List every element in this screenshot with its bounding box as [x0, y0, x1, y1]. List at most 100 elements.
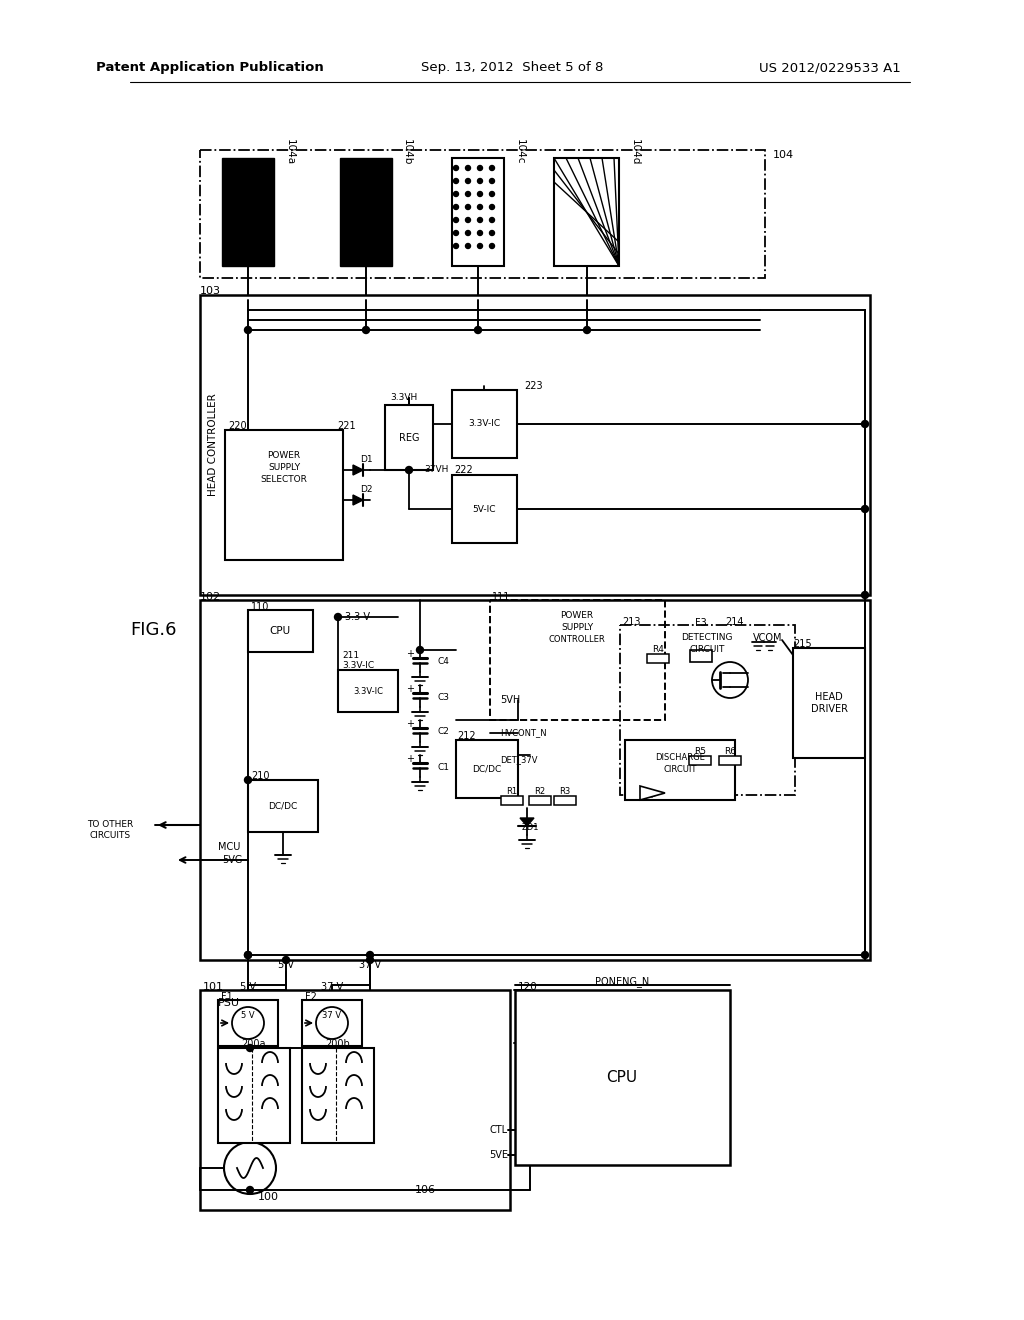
Circle shape	[477, 205, 482, 210]
Bar	[222, 158, 274, 267]
Text: Patent Application Publication: Patent Application Publication	[96, 62, 324, 74]
Bar	[625, 741, 735, 800]
Text: CONTROLLER: CONTROLLER	[549, 635, 605, 644]
Text: R2: R2	[535, 788, 546, 796]
Circle shape	[454, 243, 459, 248]
Text: D1: D1	[360, 455, 373, 465]
Bar	[340, 158, 392, 267]
Bar	[200, 990, 510, 1210]
Circle shape	[861, 952, 868, 958]
Text: 5 V: 5 V	[240, 982, 256, 993]
Text: 5 V: 5 V	[242, 1011, 255, 1020]
Text: 103: 103	[200, 286, 221, 296]
Circle shape	[466, 205, 470, 210]
Circle shape	[417, 647, 424, 653]
Circle shape	[489, 231, 495, 235]
Circle shape	[454, 191, 459, 197]
Circle shape	[367, 952, 374, 958]
Text: DISCHARGE: DISCHARGE	[655, 754, 705, 763]
Text: 3.3V-IC: 3.3V-IC	[342, 660, 374, 669]
Text: 223: 223	[524, 381, 543, 391]
Bar	[620, 624, 795, 795]
Polygon shape	[353, 495, 362, 506]
Text: D2: D2	[360, 486, 373, 495]
Text: CIRCUIT: CIRCUIT	[664, 766, 696, 775]
Circle shape	[247, 1044, 254, 1052]
Text: R1: R1	[507, 788, 517, 796]
Text: PONENG_N: PONENG_N	[595, 977, 649, 987]
Text: SUPPLY: SUPPLY	[561, 623, 593, 631]
Text: HEAD CONTROLLER: HEAD CONTROLLER	[208, 393, 218, 496]
Circle shape	[466, 178, 470, 183]
Text: 211: 211	[342, 651, 359, 660]
Bar	[515, 990, 730, 1166]
Text: R4: R4	[652, 645, 664, 655]
Text: 3.3 V: 3.3 V	[345, 612, 370, 622]
Text: +: +	[406, 719, 414, 729]
Text: 3.3V-IC: 3.3V-IC	[468, 420, 500, 429]
Text: 101: 101	[203, 982, 224, 993]
Text: 102: 102	[200, 591, 221, 602]
Text: 104a: 104a	[285, 139, 295, 165]
Text: 37 V: 37 V	[321, 982, 343, 993]
Circle shape	[335, 614, 341, 620]
Bar	[248, 780, 318, 832]
Circle shape	[861, 421, 868, 428]
Text: 104b: 104b	[402, 139, 412, 165]
Bar	[218, 1048, 290, 1143]
Circle shape	[454, 178, 459, 183]
Circle shape	[245, 952, 252, 958]
Text: R6: R6	[724, 747, 736, 756]
Bar	[218, 1001, 278, 1045]
Circle shape	[466, 243, 470, 248]
Text: DC/DC: DC/DC	[472, 764, 502, 774]
Circle shape	[477, 165, 482, 170]
Text: SELECTOR: SELECTOR	[260, 474, 307, 483]
Bar	[690, 649, 712, 663]
Circle shape	[466, 165, 470, 170]
Text: +: +	[406, 684, 414, 694]
Text: 5VE: 5VE	[489, 1150, 508, 1160]
Text: F2: F2	[305, 993, 316, 1002]
Text: SUPPLY: SUPPLY	[268, 462, 300, 471]
Text: 104c: 104c	[515, 139, 525, 165]
Circle shape	[477, 191, 482, 197]
Polygon shape	[353, 465, 362, 475]
Bar	[647, 653, 669, 663]
Circle shape	[861, 591, 868, 598]
Bar	[554, 158, 618, 267]
Text: DC/DC: DC/DC	[268, 801, 298, 810]
Circle shape	[477, 243, 482, 248]
Text: 220: 220	[228, 421, 247, 432]
Circle shape	[477, 218, 482, 223]
Text: POWER: POWER	[560, 610, 594, 619]
Text: 120: 120	[518, 982, 538, 993]
Text: +: +	[406, 754, 414, 764]
Text: PSU: PSU	[218, 998, 240, 1008]
Text: C1: C1	[438, 763, 450, 771]
Bar	[338, 671, 398, 711]
Text: 100: 100	[258, 1192, 279, 1203]
Circle shape	[477, 231, 482, 235]
Text: 215: 215	[793, 639, 812, 649]
Circle shape	[454, 218, 459, 223]
Text: DET_37V: DET_37V	[500, 755, 538, 764]
Text: F1: F1	[221, 993, 232, 1002]
Bar	[529, 796, 551, 804]
Text: 37 V: 37 V	[323, 1011, 342, 1020]
Bar	[452, 158, 504, 267]
Text: R5: R5	[694, 747, 706, 756]
Text: REG: REG	[398, 433, 419, 444]
Text: F3: F3	[695, 618, 707, 628]
Text: CPU: CPU	[269, 626, 291, 636]
Text: C4: C4	[438, 657, 450, 667]
Text: +: +	[406, 649, 414, 659]
Bar	[490, 601, 665, 719]
Text: HVCONT_N: HVCONT_N	[500, 729, 547, 738]
Polygon shape	[640, 785, 665, 800]
Text: POWER: POWER	[267, 450, 301, 459]
Text: DETECTING: DETECTING	[681, 634, 733, 643]
Circle shape	[247, 1187, 254, 1193]
Bar	[200, 601, 870, 960]
Text: 222: 222	[454, 465, 473, 475]
